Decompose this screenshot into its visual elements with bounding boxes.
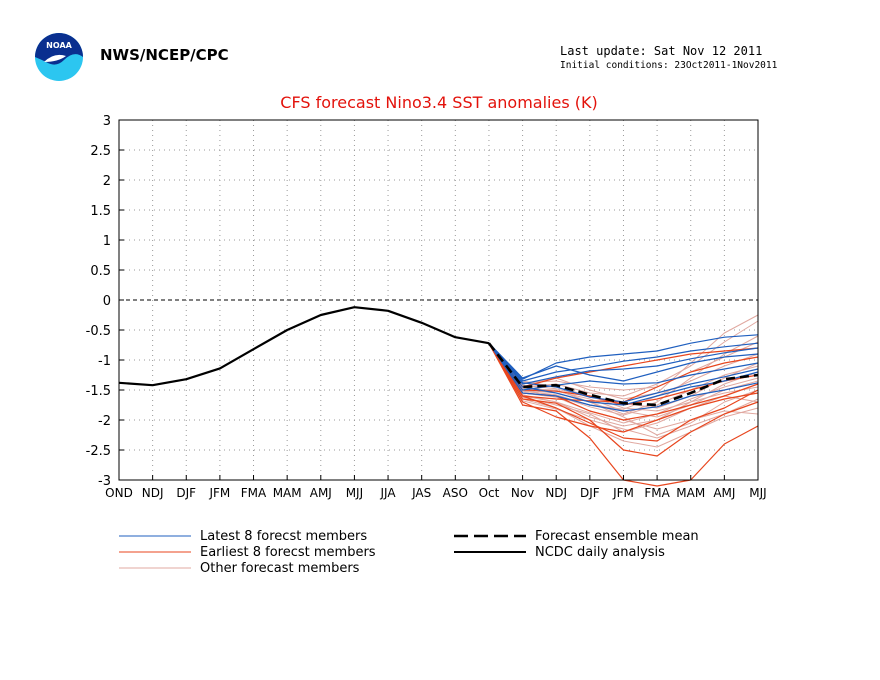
legend-label-latest: Latest 8 forecst members [200, 529, 367, 544]
y-tick-label: 0 [103, 294, 111, 309]
earliest-member-line [488, 342, 759, 433]
x-tick-label: NDJ [142, 486, 164, 500]
y-tick-label: -0.5 [86, 324, 111, 339]
y-tick-label: 2.5 [90, 144, 111, 159]
analysis-line [118, 306, 490, 387]
other-member-line [488, 342, 759, 416]
legend-label-mean: Forecast ensemble mean [535, 529, 699, 544]
x-tick-label: JFM [208, 486, 230, 500]
latest-member-line [488, 342, 759, 382]
y-tick-label: 0.5 [90, 264, 111, 279]
y-tick-label: -2 [98, 414, 111, 429]
latest-member-line [488, 342, 759, 382]
latest-member-line [488, 342, 759, 385]
latest-member-line [488, 342, 759, 412]
y-tick-label: -3 [98, 474, 111, 489]
agency-label: NWS/NCEP/CPC [100, 46, 229, 64]
x-tick-label: OND [105, 486, 133, 500]
y-tick-label: -1.5 [86, 384, 111, 399]
x-tick-label: DJF [176, 486, 196, 500]
x-tick-label: JAS [411, 486, 431, 500]
x-tick-label: Oct [479, 486, 500, 500]
legend-label-analysis: NCDC daily analysis [535, 545, 665, 560]
ensemble-mean-line [487, 342, 759, 407]
x-tick-label: FMA [644, 486, 670, 500]
y-tick-label: 2 [103, 174, 111, 189]
x-tick-label: MAM [273, 486, 302, 500]
x-tick-label: NDJ [545, 486, 567, 500]
x-tick-label: JJA [380, 486, 397, 500]
chart-title: CFS forecast Nino3.4 SST anomalies (K) [280, 93, 597, 112]
other-member-line [488, 342, 759, 439]
main-lines-layer [118, 306, 759, 407]
other-member-line [488, 342, 759, 427]
y-tick-label: 1 [103, 234, 111, 249]
noaa-logo-text: NOAA [46, 41, 72, 50]
initial-conditions: Initial conditions: 23Oct2011-1Nov2011 [560, 60, 778, 71]
y-tick-label: -1 [98, 354, 111, 369]
last-update: Last update: Sat Nov 12 2011 [560, 44, 763, 58]
x-tick-label: DJF [580, 486, 600, 500]
plot-frame [118, 119, 759, 481]
noaa-logo: NOAA [35, 33, 83, 81]
x-tick-label: AMJ [713, 486, 735, 500]
other-member-line [488, 342, 759, 412]
earliest-member-line [488, 342, 759, 442]
y-tick-label: 1.5 [90, 204, 111, 219]
x-tick-label: AMJ [310, 486, 332, 500]
earliest-members-layer [488, 342, 759, 487]
other-member-line [488, 342, 759, 448]
x-tick-label: JFM [612, 486, 634, 500]
latest-member-line [488, 334, 759, 380]
x-tick-label: MJJ [749, 486, 766, 500]
grid-layer [119, 120, 758, 480]
x-tick-label: MJJ [346, 486, 363, 500]
y-tick-label: -2.5 [86, 444, 111, 459]
y-tick-label: 3 [103, 114, 111, 129]
x-tick-label: ASO [443, 486, 468, 500]
legend-label-other: Other forecast members [200, 561, 360, 576]
x-tick-label: FMA [241, 486, 267, 500]
legend-label-earliest: Earliest 8 forecst members [200, 545, 376, 560]
x-tick-label: MAM [676, 486, 705, 500]
x-tick-label: Nov [511, 486, 534, 500]
